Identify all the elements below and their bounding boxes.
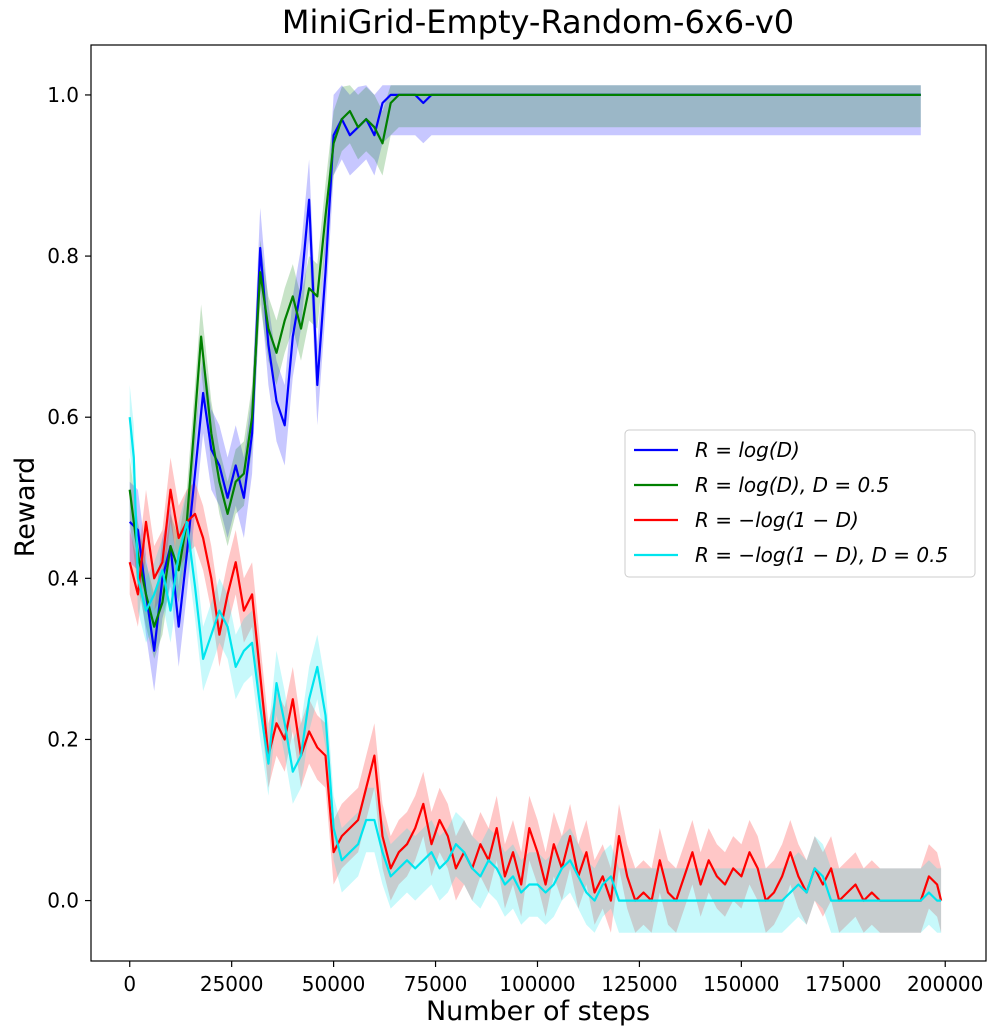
- legend-label: R = log(D): [695, 438, 800, 462]
- x-axis-label: Number of steps: [426, 996, 650, 1027]
- x-tick-label: 100000: [499, 972, 575, 996]
- chart-title: MiniGrid-Empty-Random-6x6-v0: [282, 3, 794, 41]
- x-tick-label: 125000: [601, 972, 677, 996]
- x-tick-label: 50000: [302, 972, 366, 996]
- x-tick-label: 25000: [200, 972, 264, 996]
- x-tick-label: 0: [123, 972, 136, 996]
- plot-area: [128, 85, 943, 933]
- legend-label: R = −log(1 − D): [695, 508, 859, 532]
- y-tick-label: 0.8: [47, 244, 79, 268]
- y-tick-label: 0.2: [47, 727, 79, 751]
- legend-label: R = log(D), D = 0.5: [695, 473, 889, 497]
- x-tick-label: 200000: [907, 972, 983, 996]
- series-4-line: [128, 417, 942, 902]
- series-4-band: [129, 385, 942, 933]
- x-tick-label: 150000: [703, 972, 779, 996]
- y-tick-label: 0.4: [47, 566, 79, 590]
- y-tick-label: 0.0: [47, 889, 79, 913]
- x-tick-label: 175000: [805, 972, 881, 996]
- x-tick-label: 75000: [404, 972, 468, 996]
- legend-label: R = −log(1 − D), D = 0.5: [695, 543, 948, 567]
- plot-frame: [90, 44, 987, 962]
- y-tick-label: 0.6: [47, 405, 79, 429]
- series-2-line: [128, 93, 921, 628]
- legend-box: [624, 429, 976, 578]
- y-tick-label: 1.0: [47, 83, 79, 107]
- y-axis-label: Reward: [10, 457, 41, 558]
- axis-ticks: 0 25000 50000 75000 100000 125000 150000 175000…: [47, 83, 983, 996]
- legend: R = log(D) R = log(D), D = 0.5 R = −log(1 …: [624, 429, 976, 578]
